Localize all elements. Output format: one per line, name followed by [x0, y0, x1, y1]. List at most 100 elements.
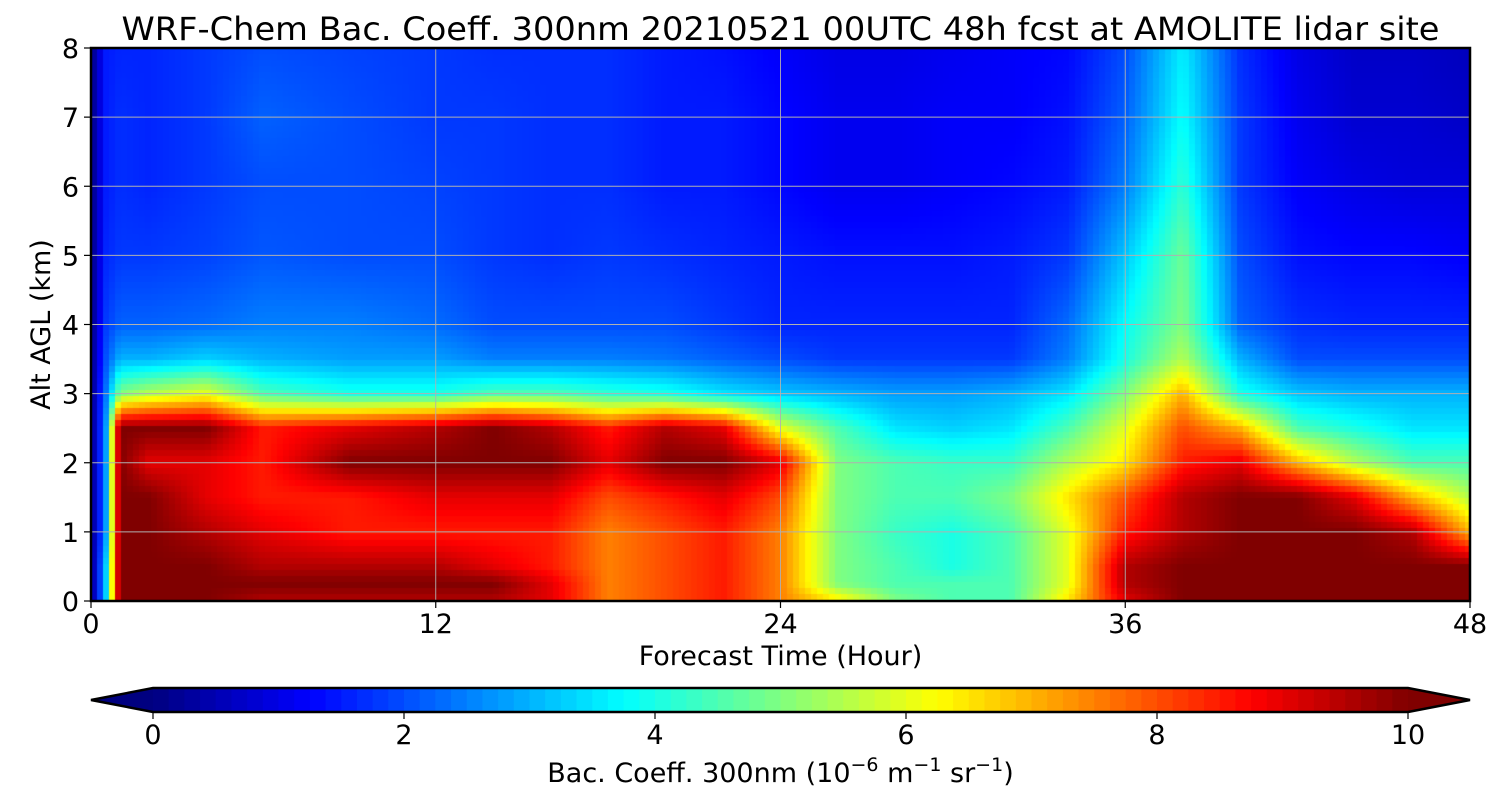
colorbar-segment — [780, 688, 797, 712]
colorbar-segment — [184, 688, 201, 712]
x-tick-label: 0 — [82, 609, 99, 640]
colorbar-label: Bac. Coeff. 300nm (10−6 m−1 sr−1) — [547, 754, 1013, 789]
x-tick-label: 24 — [763, 609, 797, 640]
colorbar-segment — [1141, 688, 1158, 712]
colorbar-segment — [623, 688, 640, 712]
colorbar-segment — [749, 688, 766, 712]
colorbar-segment — [953, 688, 970, 712]
colorbar-segment — [1282, 688, 1299, 712]
y-tick-label: 5 — [62, 241, 79, 272]
colorbar-segment — [1062, 688, 1080, 712]
colorbar-extend-min — [91, 688, 153, 712]
colorbar-segment — [1188, 688, 1205, 712]
colorbar-segment — [466, 688, 484, 712]
colorbar-segment — [607, 688, 625, 712]
colorbar-segment — [733, 688, 750, 712]
colorbar-tick-label: 0 — [144, 720, 161, 751]
chart-title: WRF-Chem Bac. Coeff. 300nm 20210521 00UT… — [122, 10, 1440, 48]
y-tick-label: 1 — [62, 518, 79, 549]
colorbar-segment — [1219, 688, 1237, 712]
colorbar-segment — [984, 688, 1001, 712]
colorbar-segment — [451, 688, 468, 712]
colorbar-segment — [325, 688, 342, 712]
colorbar-segment — [906, 688, 923, 712]
colorbar-segment — [764, 688, 782, 712]
x-axis-label: Forecast Time (Hour) — [639, 641, 923, 672]
colorbar-segment — [1031, 688, 1048, 712]
colorbar-segment — [560, 688, 578, 712]
colorbar-segment — [309, 688, 327, 712]
colorbar-segment — [1094, 688, 1111, 712]
colorbar-segment — [168, 688, 185, 712]
colorbar-label-text: ) — [1003, 758, 1014, 789]
colorbar-segment — [811, 688, 829, 712]
colorbar-segment — [1345, 688, 1362, 712]
colorbar-segment — [435, 688, 452, 712]
colorbar-segment — [686, 688, 703, 712]
y-tick-label: 2 — [62, 449, 79, 480]
colorbar-segment — [1000, 688, 1017, 712]
colorbar-label-superscript: −1 — [975, 754, 1003, 776]
colorbar-label-text: Bac. Coeff. 300nm (10 — [547, 758, 850, 789]
colorbar-segment — [1266, 688, 1284, 712]
colorbar-segment — [858, 688, 876, 712]
colorbar-segment — [796, 688, 813, 712]
colorbar-segment — [1235, 688, 1252, 712]
colorbar-segment — [262, 688, 280, 712]
colorbar-segment — [513, 688, 531, 712]
colorbar-segment — [1125, 688, 1142, 712]
colorbar-segment — [890, 688, 907, 712]
colorbar-tick-label: 6 — [897, 720, 914, 751]
colorbar-tick-label: 4 — [646, 720, 663, 751]
y-tick-label: 6 — [62, 172, 79, 203]
y-tick-label: 3 — [62, 380, 79, 411]
colorbar-segment — [419, 688, 436, 712]
colorbar-segment — [874, 688, 891, 712]
colorbar-label-text: m — [879, 758, 914, 789]
colorbar-segment — [482, 688, 499, 712]
x-tick-label: 36 — [1108, 609, 1142, 640]
colorbar-segment — [1329, 688, 1346, 712]
colorbar-segment — [1078, 688, 1095, 712]
colorbar-segment — [921, 688, 938, 712]
y-tick-label: 0 — [62, 587, 79, 618]
colorbar-segment — [968, 688, 986, 712]
colorbar-segment — [231, 688, 248, 712]
colorbar-segment — [294, 688, 311, 712]
colorbar-label-superscript: −6 — [851, 754, 879, 776]
colorbar-segment — [215, 688, 233, 712]
colorbar-segment — [356, 688, 374, 712]
colorbar-segment — [1109, 688, 1127, 712]
colorbar-segment — [404, 688, 421, 712]
y-tick-label: 4 — [62, 311, 79, 342]
colorbar-segment — [843, 688, 860, 712]
colorbar-segment — [200, 688, 217, 712]
colorbar-segment — [1015, 688, 1033, 712]
colorbar-segment — [341, 688, 358, 712]
colorbar-segment — [278, 688, 295, 712]
colorbar-label-superscript: −1 — [913, 754, 941, 776]
colorbar-segment — [153, 688, 170, 712]
colorbar-segment — [545, 688, 562, 712]
colorbar-tick-label: 10 — [1391, 720, 1425, 751]
colorbar-segment — [702, 688, 719, 712]
colorbar-segment — [1251, 688, 1268, 712]
colorbar-segment — [372, 688, 389, 712]
colorbar-segment — [1047, 688, 1064, 712]
colorbar-segment — [1298, 688, 1315, 712]
colorbar-label-text: sr — [941, 758, 976, 789]
colorbar-segment — [655, 688, 672, 712]
y-axis-label: Alt AGL (km) — [26, 239, 57, 410]
colorbar-segment — [1157, 688, 1174, 712]
colorbar-tick-label: 8 — [1148, 720, 1165, 751]
colorbar-segment — [937, 688, 954, 712]
x-tick-label: 48 — [1453, 609, 1487, 640]
y-tick-label: 8 — [62, 34, 79, 65]
colorbar-segment — [639, 688, 656, 712]
colorbar-segment — [717, 688, 735, 712]
colorbar-segment — [1360, 688, 1378, 712]
colorbar-segment — [592, 688, 609, 712]
colorbar-segment — [670, 688, 687, 712]
colorbar-segment — [1376, 688, 1393, 712]
